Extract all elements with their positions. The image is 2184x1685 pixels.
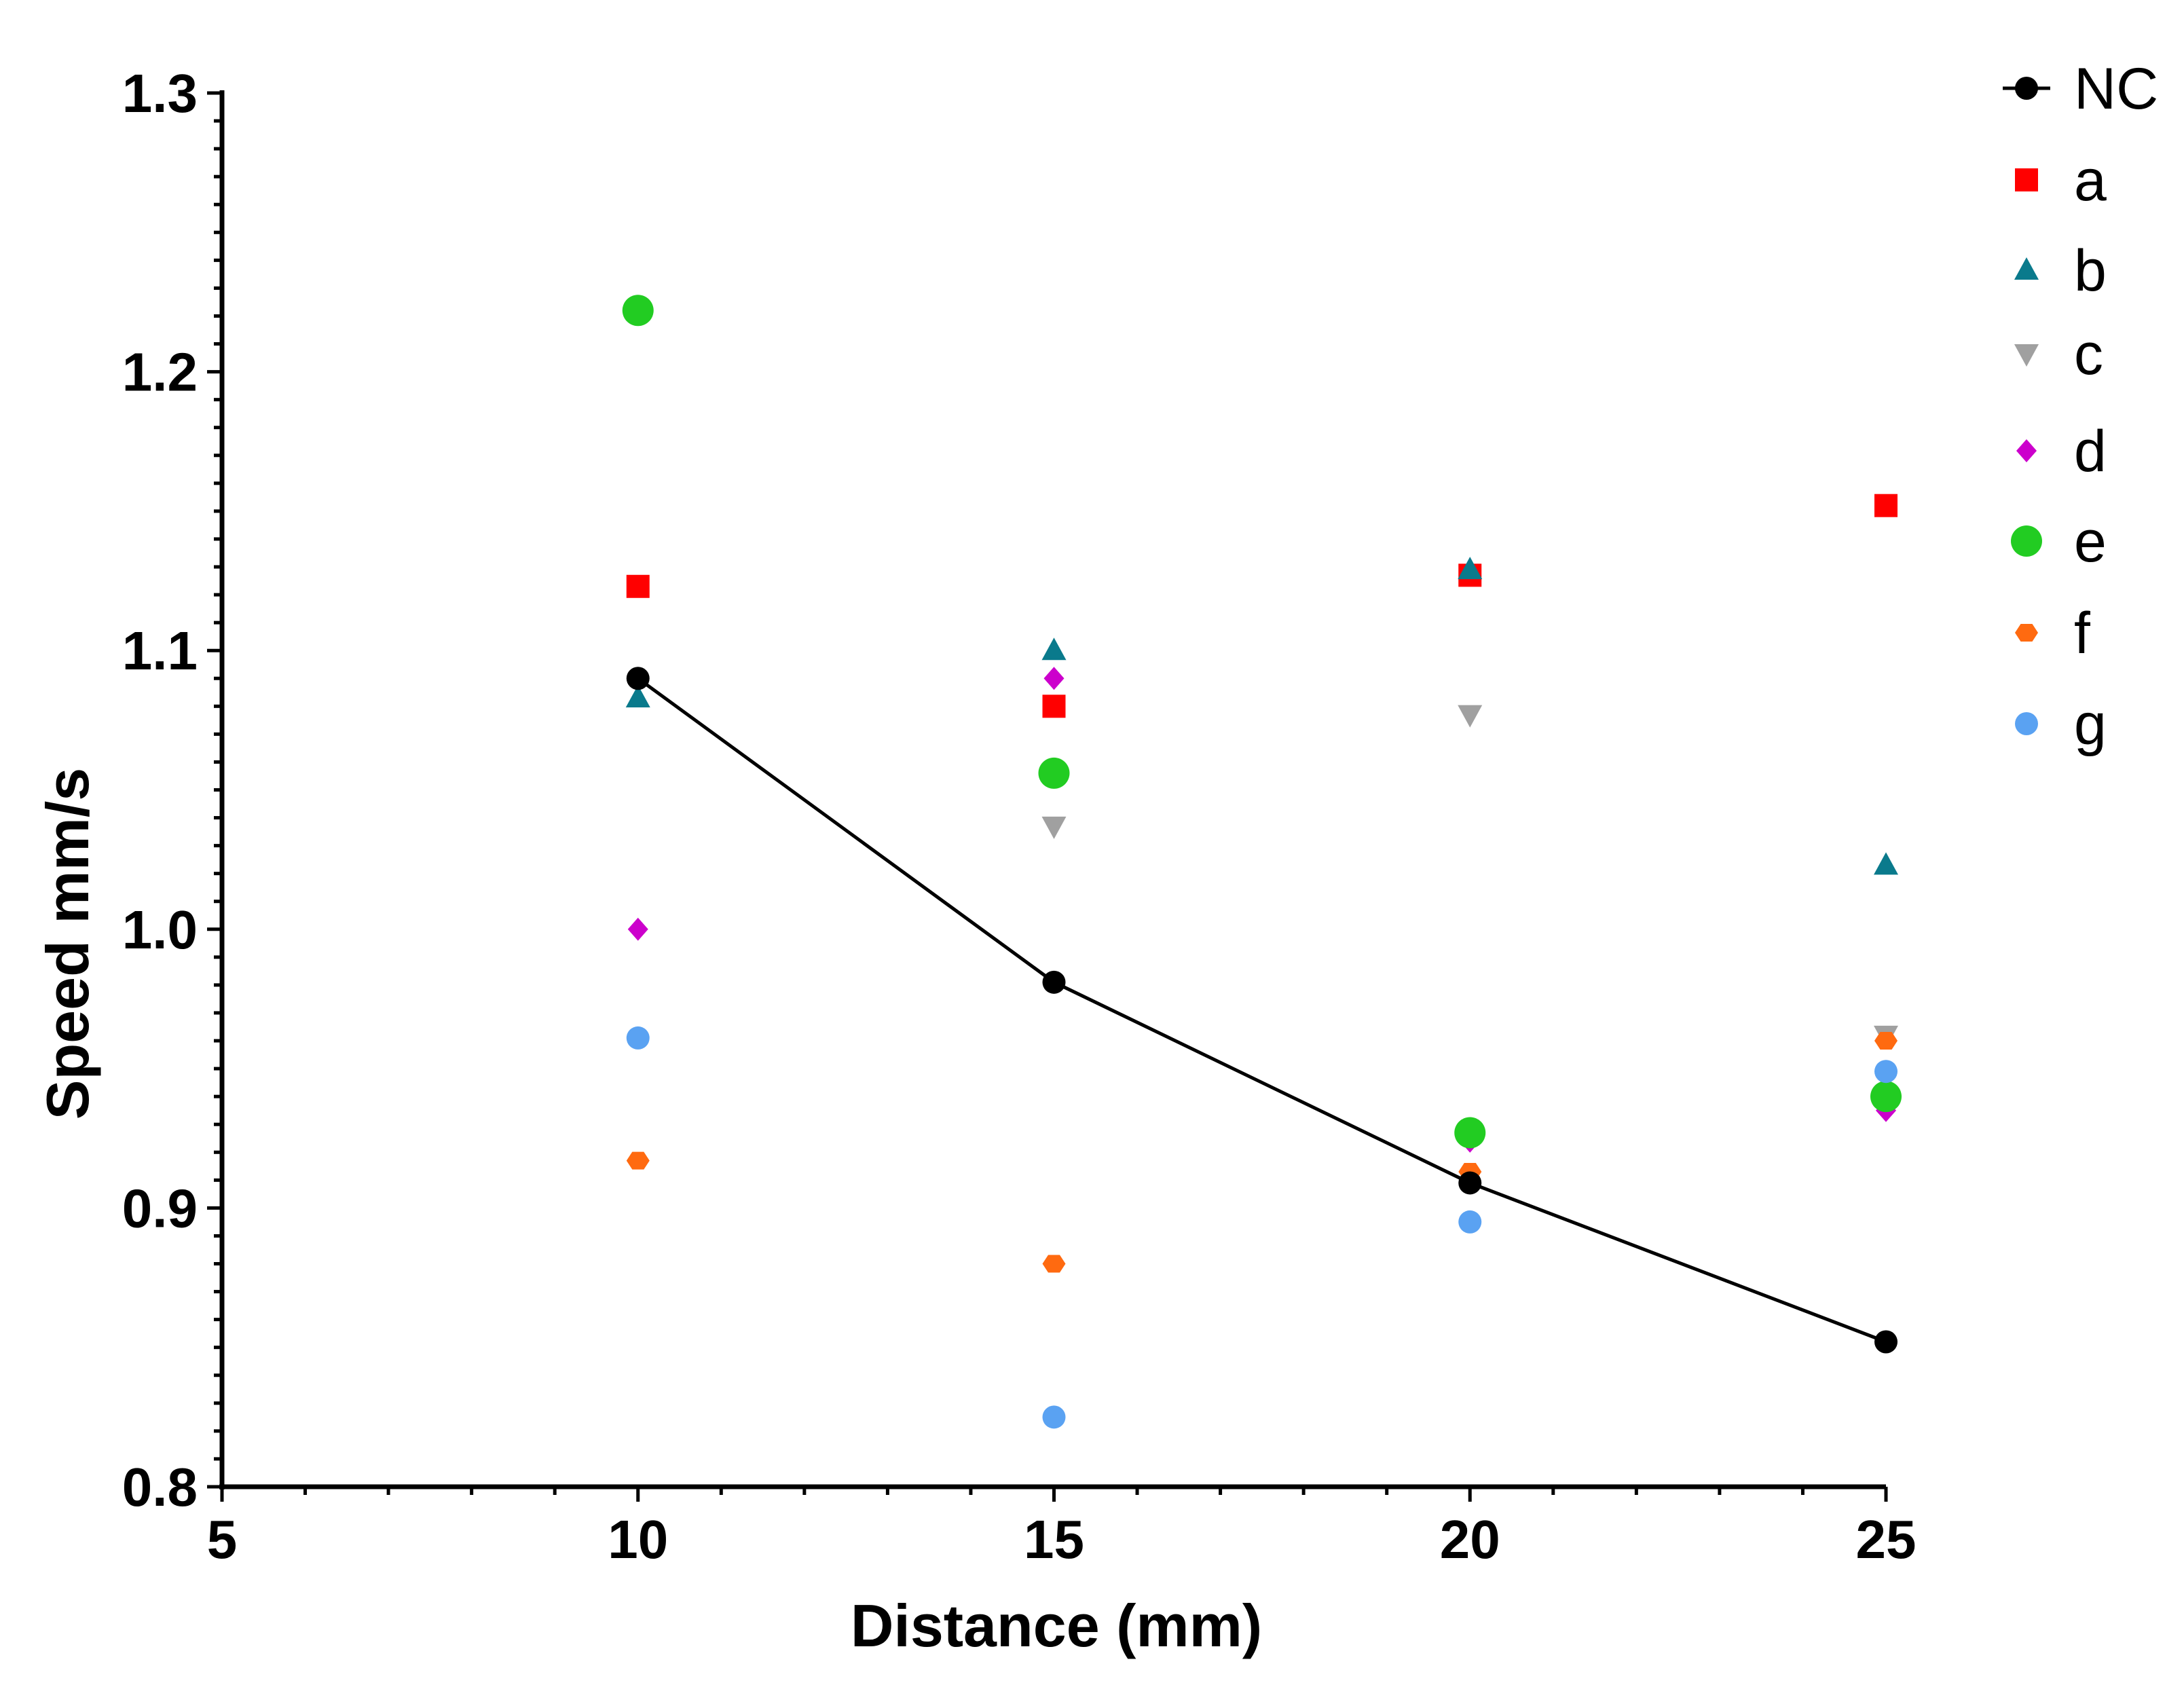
nc-line-layer <box>637 677 1887 1344</box>
series-d <box>627 667 1896 1153</box>
legend-marker <box>2015 624 2038 642</box>
legend-marker <box>2014 344 2039 367</box>
point-nc-10 <box>626 667 650 690</box>
series-nc <box>626 667 1898 1354</box>
legend-marker <box>2016 439 2037 462</box>
legend-label: d <box>2074 419 2107 484</box>
legend-marker <box>2015 168 2038 191</box>
point-g-10 <box>626 1026 650 1050</box>
legend-label: NC <box>2074 56 2158 122</box>
point-e-25 <box>1870 1081 1902 1113</box>
legend-item-c: c <box>2014 322 2103 387</box>
legend-marker <box>2011 525 2042 557</box>
series-g <box>626 1026 1898 1429</box>
legend-label: a <box>2074 148 2107 213</box>
point-f-10 <box>626 1151 650 1170</box>
x-tick-label: 5 <box>207 1509 238 1570</box>
legend-item-b: b <box>2014 238 2107 303</box>
series-line-nc <box>637 677 1887 1344</box>
series-b <box>625 557 1898 875</box>
point-e-20 <box>1454 1117 1486 1149</box>
legend-label: f <box>2074 601 2091 666</box>
y-tick-label: 0.8 <box>122 1457 198 1517</box>
legend-marker <box>2014 257 2039 280</box>
point-nc-15 <box>1042 970 1066 994</box>
point-b-25 <box>1874 852 1898 875</box>
series-c <box>1041 705 1898 1048</box>
x-tick-label: 20 <box>1440 1509 1500 1570</box>
series-f <box>626 1032 1898 1273</box>
legend-label: e <box>2074 509 2107 574</box>
legend-item-e: e <box>2011 509 2107 574</box>
legend-item-f: f <box>2015 601 2091 666</box>
legend-label: g <box>2074 692 2107 757</box>
legend-item-d: d <box>2016 419 2107 484</box>
point-nc-20 <box>1458 1171 1482 1195</box>
point-f-25 <box>1874 1032 1898 1050</box>
legend-marker <box>2015 712 2038 735</box>
legend-item-a: a <box>2015 148 2107 213</box>
point-d-10 <box>627 917 648 941</box>
point-nc-25 <box>1874 1330 1898 1354</box>
y-tick-label: 1.1 <box>122 621 198 681</box>
point-g-20 <box>1458 1210 1482 1234</box>
legend-label: c <box>2074 322 2103 387</box>
series-a <box>626 494 1898 718</box>
point-a-10 <box>626 574 650 598</box>
x-tick-label: 10 <box>608 1509 668 1570</box>
point-c-15 <box>1041 816 1067 839</box>
legend-item-nc: NC <box>2003 56 2158 122</box>
axes: 0.8 0.9 1.0 1.1 1.2 1.3 5 10 15 20 25 <box>122 63 1917 1570</box>
point-g-25 <box>1874 1060 1898 1084</box>
point-g-15 <box>1042 1405 1066 1429</box>
y-tick-label: 1.3 <box>122 63 198 124</box>
y-tick-label: 1.0 <box>122 900 198 960</box>
point-b-10 <box>625 685 650 708</box>
point-a-15 <box>1042 695 1066 718</box>
series-e <box>622 295 1902 1149</box>
x-tick-label: 25 <box>1856 1509 1917 1570</box>
point-f-15 <box>1042 1255 1066 1273</box>
point-e-10 <box>622 295 654 327</box>
point-a-25 <box>1874 494 1898 517</box>
data-points <box>622 295 1902 1429</box>
y-tick-label: 1.2 <box>122 342 198 403</box>
x-axis-title: Distance (mm) <box>851 1592 1262 1659</box>
point-c-20 <box>1458 705 1483 728</box>
point-b-15 <box>1041 637 1067 661</box>
point-b-20 <box>1458 557 1483 580</box>
x-tick-label: 15 <box>1024 1509 1084 1570</box>
legend-item-g: g <box>2015 692 2107 757</box>
legend-label: b <box>2074 238 2107 303</box>
legend-marker <box>2015 77 2038 100</box>
point-e-15 <box>1038 757 1070 789</box>
y-tick-label: 0.9 <box>122 1178 198 1238</box>
y-axis-title: Speed mm/s <box>34 768 101 1119</box>
point-d-15 <box>1043 667 1065 690</box>
